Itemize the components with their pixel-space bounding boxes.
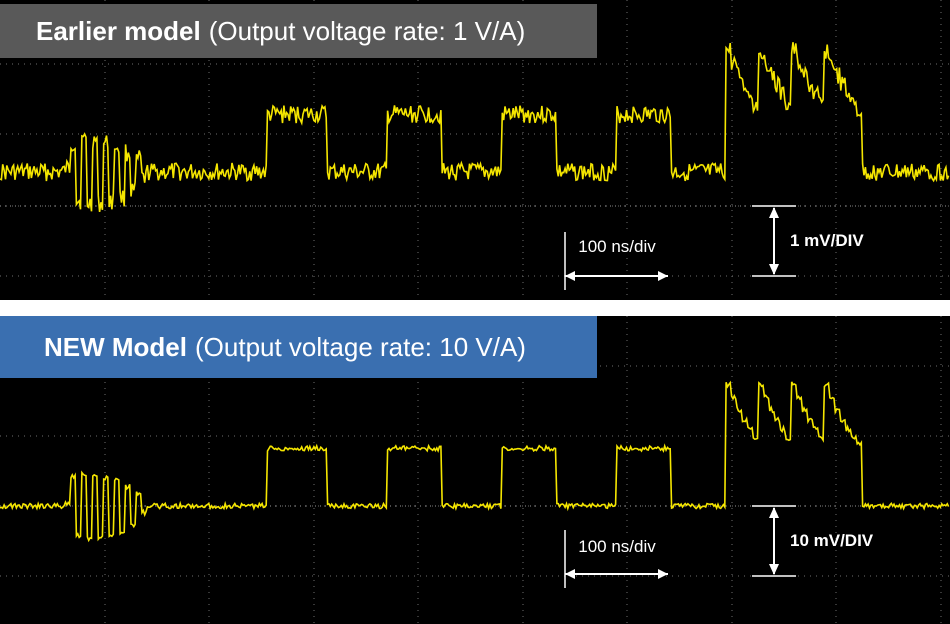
banner-title-bold: NEW Model (44, 331, 187, 362)
arrowhead-left (565, 271, 575, 281)
scope-grid (0, 0, 950, 300)
earlier-model-scope: 100 ns/div 1 mV/DIV (0, 0, 950, 300)
arrowhead-right (658, 271, 668, 281)
arrowhead-down (769, 564, 779, 575)
banner-title-rest: (Output voltage rate: 10 V/A) (195, 331, 526, 362)
volt-scale-label: 1 mV/DIV (790, 231, 864, 250)
time-scale-annotation: 100 ns/div (564, 232, 668, 290)
time-scale-label: 100 ns/div (578, 537, 656, 556)
arrowhead-up (769, 207, 779, 218)
arrowhead-up (769, 507, 779, 518)
arrowhead-down (769, 264, 779, 275)
time-label-bg (568, 234, 666, 256)
arrowhead-right (658, 569, 668, 579)
banner-title-rest: (Output voltage rate: 1 V/A) (208, 15, 526, 46)
new-model-scope: 100 ns/div 10 mV/DIV (0, 316, 950, 624)
volt-scale-annotation: 10 mV/DIV (752, 505, 874, 577)
earlier-model-trace (0, 42, 950, 213)
banner-title-bold: Earlier model (36, 15, 201, 46)
time-label-bg (568, 534, 666, 556)
new-model-trace (0, 380, 950, 543)
volt-scale-label: 10 mV/DIV (790, 531, 874, 550)
new-model-banner: NEW Model (Output voltage rate: 10 V/A) (0, 316, 597, 378)
arrowhead-left (565, 569, 575, 579)
time-scale-label: 100 ns/div (578, 237, 656, 256)
earlier-model-banner: Earlier model (Output voltage rate: 1 V/… (0, 4, 597, 58)
volt-scale-annotation: 1 mV/DIV (752, 205, 864, 277)
time-scale-annotation: 100 ns/div (564, 530, 668, 588)
